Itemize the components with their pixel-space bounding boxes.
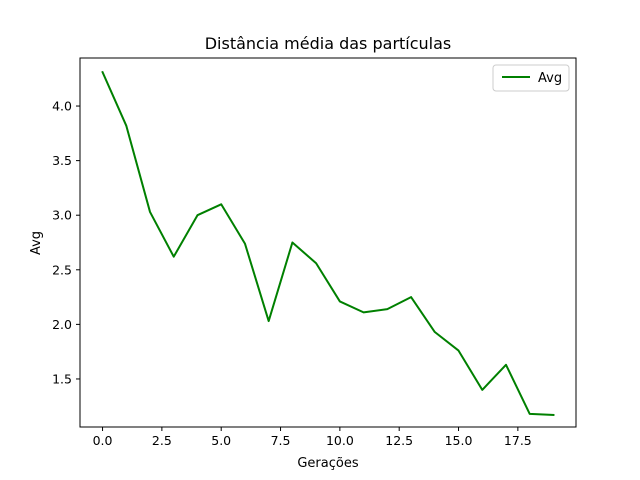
legend-frame — [492, 64, 570, 92]
x-tick-label: 7.5 — [271, 433, 291, 448]
x-tick-label: 5.0 — [211, 433, 231, 448]
x-tick-label: 0.0 — [93, 433, 113, 448]
x-axis: 0.0 2.5 5.0 7.5 10.0 12.5 15.0 17.5 — [93, 427, 532, 448]
x-tick-label: 10.0 — [326, 433, 354, 448]
y-axis-label: Avg — [29, 231, 44, 255]
y-tick-label: 4.0 — [52, 99, 72, 114]
legend-label: Avg — [538, 71, 562, 86]
y-tick-label: 3.5 — [52, 153, 72, 168]
series-line-0 — [101, 70, 555, 417]
axes-frame — [79, 57, 577, 428]
y-tick-label: 2.0 — [52, 317, 72, 332]
y-tick-label: 3.0 — [52, 208, 72, 223]
y-tick-label: 1.5 — [52, 371, 72, 386]
legend: Avg — [492, 64, 570, 92]
chart-title: Distância média das partículas — [205, 34, 452, 53]
x-tick-label: 12.5 — [385, 433, 413, 448]
x-tick-label: 2.5 — [152, 433, 172, 448]
y-axis: 1.5 2.0 2.5 3.0 3.5 4.0 — [52, 99, 80, 386]
plot-area — [79, 57, 577, 428]
x-tick-label: 15.0 — [445, 433, 473, 448]
x-tick-label: 17.5 — [504, 433, 532, 448]
x-axis-label: Gerações — [297, 456, 358, 471]
y-tick-label: 2.5 — [52, 262, 72, 277]
